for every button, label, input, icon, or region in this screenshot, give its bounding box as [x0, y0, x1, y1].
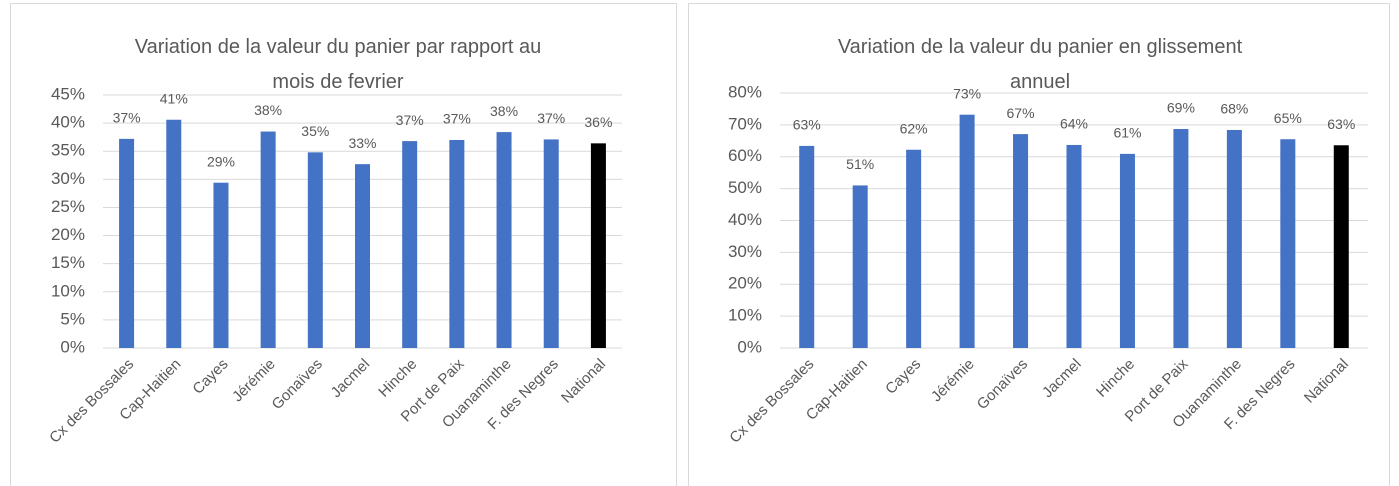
y-tick-label: 60%	[728, 146, 762, 165]
data-label: 63%	[1327, 116, 1355, 132]
data-label: 73%	[953, 85, 981, 101]
data-label: 35%	[301, 123, 329, 139]
bar	[543, 139, 559, 348]
bar	[1173, 129, 1189, 348]
data-label: 51%	[846, 156, 874, 172]
y-tick-label: 25%	[51, 197, 85, 216]
bar	[959, 114, 975, 348]
bar	[1066, 144, 1082, 348]
data-label: 37%	[396, 112, 424, 128]
data-label: 29%	[207, 153, 235, 169]
y-tick-label: 80%	[728, 82, 762, 101]
bar	[449, 139, 465, 348]
bar	[590, 143, 606, 348]
bar	[166, 119, 182, 348]
chart-title-box: Variation de la valeur du panier en glis…	[837, 36, 1243, 93]
bar	[1013, 134, 1029, 348]
bar	[307, 152, 323, 348]
bar	[1280, 139, 1296, 348]
chart-title: Variation de la valeur du panier en glis…	[837, 36, 1243, 93]
y-tick-label: 35%	[51, 141, 85, 160]
y-tick-label: 40%	[728, 210, 762, 229]
data-label: 61%	[1113, 125, 1141, 141]
data-label: 67%	[1007, 105, 1035, 121]
data-label: 38%	[254, 102, 282, 118]
bar	[799, 145, 815, 348]
bar	[1119, 153, 1135, 348]
bar	[213, 182, 229, 348]
data-label: 41%	[160, 90, 188, 106]
y-tick-label: 30%	[51, 169, 85, 188]
bar	[402, 141, 418, 348]
data-label: 64%	[1060, 116, 1088, 132]
y-tick-label: 5%	[60, 309, 85, 328]
data-label: 62%	[900, 120, 928, 136]
data-label: 37%	[537, 110, 565, 126]
data-label: 37%	[443, 111, 471, 127]
y-tick-label: 15%	[51, 253, 85, 272]
chart-title-box: Variation de la valeur du panier par rap…	[134, 36, 542, 93]
y-tick-label: 50%	[728, 178, 762, 197]
y-tick-label: 40%	[51, 113, 85, 132]
data-label: 68%	[1220, 101, 1248, 117]
bar	[260, 131, 276, 348]
y-tick-label: 20%	[51, 225, 85, 244]
chart-title: Variation de la valeur du panier par rap…	[134, 36, 542, 93]
bar	[852, 185, 868, 348]
y-tick-label: 10%	[728, 306, 762, 325]
data-label: 63%	[793, 117, 821, 133]
y-tick-label: 30%	[728, 242, 762, 261]
data-label: 38%	[490, 103, 518, 119]
y-tick-label: 0%	[737, 337, 762, 356]
data-label: 65%	[1274, 110, 1302, 126]
data-label: 69%	[1167, 100, 1195, 116]
data-label: 36%	[584, 114, 612, 130]
bar	[1226, 129, 1242, 348]
bar	[119, 138, 135, 348]
y-tick-label: 0%	[60, 337, 85, 356]
bar	[355, 164, 370, 348]
data-label: 33%	[348, 135, 376, 151]
bar	[906, 149, 922, 348]
y-tick-label: 20%	[728, 274, 762, 293]
data-label: 37%	[113, 110, 141, 126]
y-tick-label: 70%	[728, 114, 762, 133]
bar	[496, 132, 512, 348]
bar	[1333, 145, 1349, 348]
y-tick-label: 10%	[51, 281, 85, 300]
y-tick-label: 45%	[51, 84, 85, 103]
